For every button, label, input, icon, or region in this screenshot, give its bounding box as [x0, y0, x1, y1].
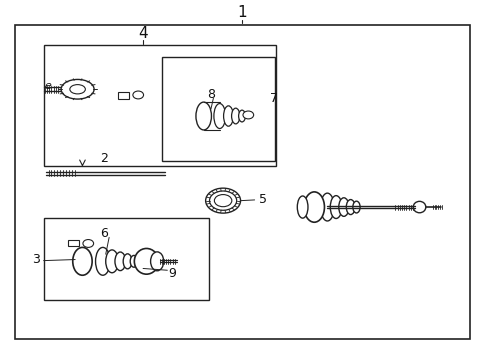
Text: 7: 7 [270, 92, 277, 105]
Ellipse shape [330, 196, 341, 218]
Ellipse shape [223, 106, 233, 126]
Ellipse shape [297, 196, 307, 218]
Circle shape [242, 111, 253, 119]
Text: 9: 9 [168, 267, 176, 280]
Bar [15, 25, 469, 339]
Circle shape [133, 91, 143, 99]
Ellipse shape [115, 252, 125, 271]
Ellipse shape [106, 250, 118, 273]
Ellipse shape [213, 104, 225, 129]
Ellipse shape [130, 256, 137, 267]
Ellipse shape [150, 252, 164, 271]
Ellipse shape [214, 195, 231, 207]
Ellipse shape [196, 102, 211, 130]
Text: 2: 2 [100, 152, 108, 165]
Bar [118, 92, 128, 99]
Ellipse shape [303, 192, 324, 222]
Ellipse shape [352, 201, 359, 213]
Text: e: e [44, 81, 51, 91]
Ellipse shape [346, 200, 354, 215]
Text: 3: 3 [32, 253, 40, 266]
Ellipse shape [205, 188, 240, 213]
Ellipse shape [320, 193, 333, 221]
Text: 5: 5 [259, 193, 267, 206]
Ellipse shape [412, 201, 425, 213]
Bar [68, 240, 78, 246]
Ellipse shape [70, 85, 85, 94]
Ellipse shape [123, 254, 132, 269]
Ellipse shape [231, 108, 239, 124]
Text: 8: 8 [207, 88, 214, 101]
Ellipse shape [338, 198, 348, 216]
Circle shape [83, 240, 93, 247]
Ellipse shape [134, 248, 158, 274]
Ellipse shape [238, 110, 245, 122]
Ellipse shape [95, 247, 110, 275]
Text: 4: 4 [138, 26, 148, 41]
Ellipse shape [73, 247, 92, 275]
Text: 6: 6 [100, 227, 108, 240]
Text: 1: 1 [237, 5, 247, 20]
Ellipse shape [209, 191, 236, 210]
Ellipse shape [61, 80, 94, 99]
